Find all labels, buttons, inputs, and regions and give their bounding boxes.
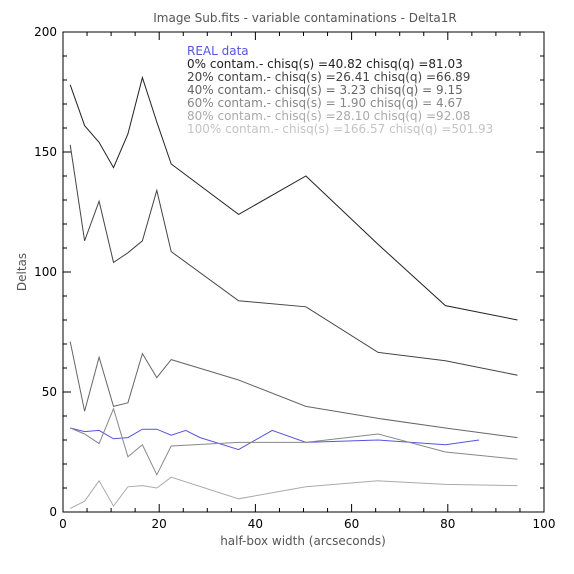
x-tick-label: 100 xyxy=(533,517,556,531)
x-tick-label: 80 xyxy=(440,517,455,531)
series-line-3 xyxy=(69,341,518,439)
legend-entry-4: 60% contam.- chisq(s) = 1.90 chisq(q) = … xyxy=(187,96,463,110)
y-axis: 0 50 100 150 200 xyxy=(34,25,544,519)
y-tick-label: 50 xyxy=(42,385,57,399)
series-line-5 xyxy=(69,476,518,509)
x-axis: 0 20 40 60 80 100 xyxy=(59,32,555,531)
legend-entry-0: REAL data xyxy=(187,44,249,58)
series-lines xyxy=(69,75,518,509)
series-line-1 xyxy=(69,75,518,321)
legend-entry-2: 20% contam.- chisq(s) =26.41 chisq(q) =6… xyxy=(187,70,470,84)
series-line-2 xyxy=(69,144,518,376)
y-tick-label: 150 xyxy=(34,145,57,159)
series-line-0 xyxy=(70,427,480,451)
x-tick-label: 60 xyxy=(344,517,359,531)
x-tick-label: 0 xyxy=(59,517,67,531)
y-tick-label: 200 xyxy=(34,25,57,39)
y-tick-label: 0 xyxy=(49,505,57,519)
legend-entry-1: 0% contam.- chisq(s) =40.82 chisq(q) =81… xyxy=(187,57,463,71)
legend-entry-5: 80% contam.- chisq(s) =28.10 chisq(q) =9… xyxy=(187,109,470,123)
x-tick-label: 40 xyxy=(248,517,263,531)
x-axis-label: half-box width (arcseconds) xyxy=(220,534,386,548)
y-tick-label: 100 xyxy=(34,265,57,279)
series-line-4 xyxy=(70,407,518,476)
chart-title: Image Sub.fits - variable contaminations… xyxy=(153,11,457,25)
x-tick-label: 20 xyxy=(152,517,167,531)
legend-entry-3: 40% contam.- chisq(s) = 3.23 chisq(q) = … xyxy=(187,83,463,97)
y-axis-label: Deltas xyxy=(15,253,29,291)
legend-entry-6: 100% contam.- chisq(s) =166.57 chisq(q) … xyxy=(187,122,493,136)
